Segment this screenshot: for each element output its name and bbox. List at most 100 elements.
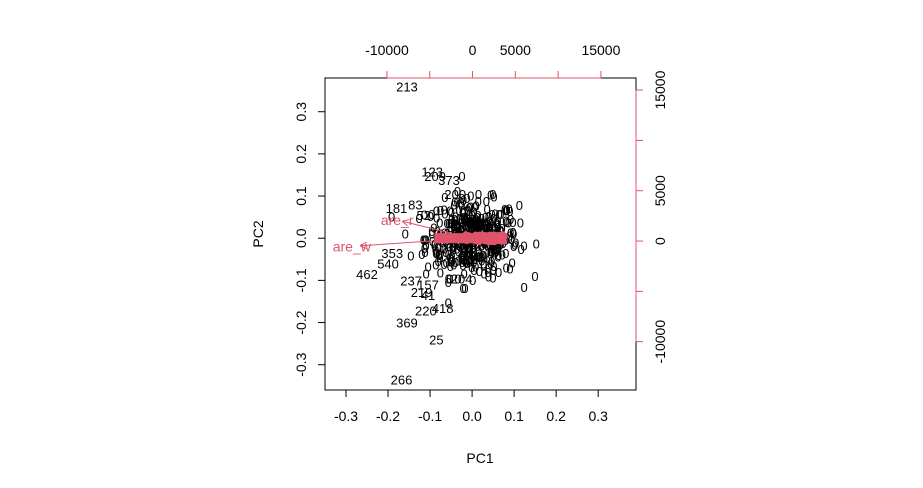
scatter-point: 0 xyxy=(494,223,501,238)
scatter-point: 0 xyxy=(455,244,462,259)
scatter-point: 0 xyxy=(471,252,478,267)
scatter-point: 0 xyxy=(472,213,479,228)
scatter-point: 0 xyxy=(472,219,479,234)
scatter-point: 0 xyxy=(469,208,476,223)
scatter-point: 0 xyxy=(468,253,475,268)
scatter-point: 0 xyxy=(494,220,501,235)
scatter-point: 0 xyxy=(458,169,465,184)
y-tick-label: -0.3 xyxy=(293,352,309,376)
scatter-point: 0 xyxy=(468,260,475,275)
scatter-point: 0 xyxy=(460,210,467,225)
scatter-point: 0 xyxy=(506,204,513,219)
scatter-point: 0 xyxy=(441,190,448,205)
scatter-point: 0 xyxy=(505,216,512,231)
scatter-point: 0 xyxy=(451,216,458,231)
scatter-point: 0 xyxy=(445,296,452,311)
scatter-point: 0 xyxy=(462,213,469,228)
scatter-point: 0 xyxy=(464,219,471,234)
scatter-point: 0 xyxy=(507,225,514,240)
scatter-point: 0 xyxy=(448,216,455,231)
scatter-point: 0 xyxy=(451,212,458,227)
scatter-point: 0 xyxy=(475,216,482,231)
scatter-point: 0 xyxy=(434,240,441,255)
scatter-point: 0 xyxy=(507,212,514,227)
scatter-point: 0 xyxy=(448,205,455,220)
scatter-point: 0 xyxy=(448,252,455,267)
scatter-point: 0 xyxy=(484,240,491,255)
point-label: 157 xyxy=(417,278,439,293)
scatter-point: 0 xyxy=(467,252,474,267)
x-tick-label: 0.0 xyxy=(462,408,482,424)
scatter-point: 0 xyxy=(493,244,500,259)
point-label: 219 xyxy=(411,285,433,300)
point-label: 220 xyxy=(415,304,437,319)
point-label: 52 xyxy=(417,208,431,223)
scatter-point: 0 xyxy=(473,249,480,264)
scatter-point: 0 xyxy=(446,271,453,286)
scatter-point: 0 xyxy=(483,219,490,234)
scatter-point: 0 xyxy=(421,241,428,256)
scatter-point: 0 xyxy=(472,212,479,227)
scatter-point: 0 xyxy=(462,222,469,237)
scatter-point: 0 xyxy=(466,220,473,235)
scatter-point: 0 xyxy=(478,239,485,254)
scatter-point: 0 xyxy=(451,236,458,251)
scatter-point: 0 xyxy=(502,246,509,261)
scatter-point: 0 xyxy=(462,252,469,267)
scatter-point: 0 xyxy=(485,260,492,275)
scatter-point: 0 xyxy=(459,248,466,263)
scatter-point: 0 xyxy=(431,238,438,253)
scatter-point: 0 xyxy=(491,207,498,222)
scatter-point: 0 xyxy=(466,241,473,256)
scatter-point: 0 xyxy=(434,224,441,239)
scatter-point: 0 xyxy=(509,215,516,230)
x-tick-label: -0.3 xyxy=(334,408,358,424)
scatter-point: 0 xyxy=(436,250,443,265)
scatter-point: 0 xyxy=(480,257,487,272)
scatter-point: 0 xyxy=(484,238,491,253)
scatter-point: 0 xyxy=(461,218,468,233)
scatter-point: 0 xyxy=(478,254,485,269)
scatter-point: 0 xyxy=(452,209,459,224)
scatter-point: 0 xyxy=(453,220,460,235)
scatter-point: 0 xyxy=(495,248,502,263)
scatter-point: 0 xyxy=(486,224,493,239)
loading-label: are_w xyxy=(333,238,372,254)
scatter-point: 0 xyxy=(476,249,483,264)
scatter-point: 0 xyxy=(462,255,469,270)
scatter-point: 0 xyxy=(462,238,469,253)
y-axis-left: -0.3 -0.2 -0.1 0.0 0.1 0.2 0.3 xyxy=(293,102,326,377)
scatter-point: 0 xyxy=(465,253,472,268)
scatter-point: 0 xyxy=(476,222,483,237)
scatter-point: 0 xyxy=(447,254,454,269)
scatter-point: 0 xyxy=(469,250,476,265)
scatter-point: 0 xyxy=(470,249,477,264)
scatter-point: 0 xyxy=(470,255,477,270)
scatter-point: 0 xyxy=(493,218,500,233)
top-tick-label: 5000 xyxy=(500,42,531,58)
scatter-point: 0 xyxy=(455,238,462,253)
scatter-point: 0 xyxy=(466,242,473,257)
scatter-point: 0 xyxy=(472,198,479,213)
scatter-point: 0 xyxy=(452,255,459,270)
scatter-point: 0 xyxy=(464,211,471,226)
scatter-point: 0 xyxy=(506,228,513,243)
scatter-point: 0 xyxy=(459,205,466,220)
scatter-point: 0 xyxy=(494,216,501,231)
scatter-point: 0 xyxy=(458,212,465,227)
scatter-point: 0 xyxy=(448,255,455,270)
scatter-point: 0 xyxy=(444,237,451,252)
scatter-point: 0 xyxy=(490,242,497,257)
scatter-point: 0 xyxy=(485,219,492,234)
scatter-point: 0 xyxy=(464,242,471,257)
scatter-point: 0 xyxy=(436,248,443,263)
scatter-point: 0 xyxy=(433,246,440,261)
scatter-point: 0 xyxy=(441,226,448,241)
scatter-point: 0 xyxy=(447,254,454,269)
scatter-point: 0 xyxy=(460,253,467,268)
point-label: 353 xyxy=(381,246,403,261)
scatter-point: 0 xyxy=(472,219,479,234)
point-label: 204 xyxy=(451,271,473,286)
scatter-point: 0 xyxy=(490,263,497,278)
scatter-point: 0 xyxy=(476,215,483,230)
